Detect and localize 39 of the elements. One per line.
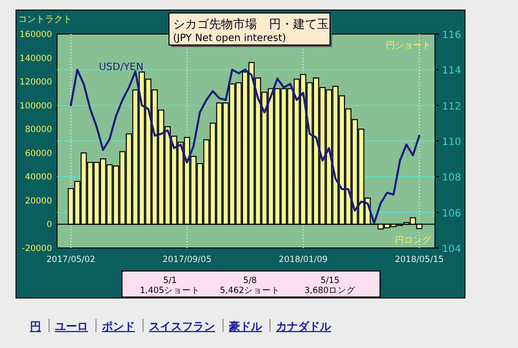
y-tick-label: 40000 <box>24 172 52 183</box>
y-tick-label: 120000 <box>20 78 52 88</box>
y2-tick-label: 114 <box>442 66 462 77</box>
chart-subtitle: (JPY Net open interest) <box>173 33 286 44</box>
x-tick-label: 2018/01/09 <box>278 255 328 265</box>
y2-tick-label: 106 <box>442 208 462 220</box>
y-tick-label: 160000 <box>20 30 52 40</box>
text: 3,680ロング <box>304 285 357 296</box>
text: 1,405ショート <box>140 286 200 296</box>
y-axis-title: コントラクト <box>18 15 72 25</box>
y-tick-label: 140000 <box>20 54 52 64</box>
y-tick-label: 100000 <box>20 101 52 112</box>
y-tick-label: -20000 <box>22 244 52 254</box>
annotation: 円ショート <box>386 41 431 51</box>
text: 豪ドル <box>228 320 263 333</box>
y2-tick-label: 110 <box>442 137 462 148</box>
text: カナダドル <box>276 320 332 333</box>
text: 5/1 <box>163 276 177 286</box>
text: 5/15 <box>320 276 340 286</box>
text: ポンド <box>101 320 135 333</box>
y2-tick-label: 116 <box>442 30 462 41</box>
text: スイスフラン <box>149 320 215 333</box>
x-tick-label: 2017/09/05 <box>162 255 212 265</box>
text: 円 <box>30 320 41 333</box>
y-tick-label: 20000 <box>24 196 52 206</box>
y2-tick-label: 112 <box>442 101 462 112</box>
y-tick-label: 80000 <box>24 125 52 136</box>
text: 5/8 <box>243 276 257 286</box>
y2-tick-label: 108 <box>442 172 462 184</box>
series-label: USD/YEN <box>98 62 144 73</box>
y-tick-label: 0 <box>46 220 52 230</box>
text: ユーロ <box>55 320 88 333</box>
text: 5,462ショート <box>220 286 280 296</box>
y2-tick-label: 104 <box>442 244 462 255</box>
chart-title: シカゴ先物市場 円・建て玉 <box>173 17 329 31</box>
y-tick-label: 60000 <box>24 148 52 159</box>
x-tick-label: 2018/05/15 <box>394 255 444 265</box>
annotation: 円ロング <box>395 235 432 246</box>
x-tick-label: 2017/05/02 <box>46 255 96 265</box>
